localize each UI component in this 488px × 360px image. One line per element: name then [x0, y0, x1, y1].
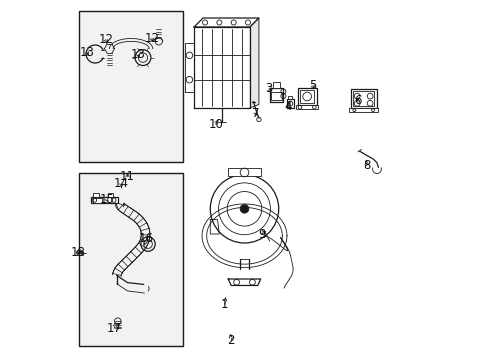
Polygon shape — [210, 220, 219, 234]
Bar — [228, 168, 260, 176]
Bar — [286, 99, 293, 108]
Text: 2: 2 — [226, 334, 234, 347]
Text: 6: 6 — [353, 94, 361, 107]
Text: 10: 10 — [208, 118, 223, 131]
Text: 4: 4 — [284, 100, 291, 113]
Bar — [93, 198, 102, 203]
Bar — [107, 193, 113, 197]
Text: 8: 8 — [363, 159, 370, 172]
Bar — [350, 89, 376, 108]
Text: 18: 18 — [71, 246, 85, 258]
Bar — [287, 96, 292, 99]
Text: 1: 1 — [221, 298, 228, 311]
Bar — [79, 173, 183, 346]
Circle shape — [240, 204, 248, 213]
Polygon shape — [185, 43, 194, 92]
Bar — [297, 88, 316, 105]
Polygon shape — [249, 18, 258, 108]
Text: 11: 11 — [120, 170, 135, 183]
Text: 13: 13 — [131, 48, 145, 61]
Bar — [79, 11, 183, 162]
Polygon shape — [228, 279, 260, 285]
Text: 7: 7 — [252, 107, 259, 120]
Bar — [296, 105, 317, 109]
Text: 15: 15 — [100, 193, 114, 206]
Text: 12: 12 — [98, 33, 113, 46]
Text: 13: 13 — [79, 46, 94, 59]
Bar — [272, 82, 280, 88]
Bar — [93, 193, 99, 197]
Text: 5: 5 — [308, 79, 316, 92]
Text: 12: 12 — [144, 32, 159, 45]
Bar — [299, 90, 314, 103]
Bar — [269, 88, 283, 102]
Bar — [352, 91, 374, 106]
Polygon shape — [194, 27, 249, 108]
Bar — [271, 92, 281, 100]
Text: 16: 16 — [139, 232, 154, 245]
Text: 9: 9 — [258, 228, 265, 240]
Bar — [348, 108, 378, 112]
Text: 17: 17 — [106, 322, 122, 335]
Text: 3: 3 — [265, 82, 272, 95]
Bar — [91, 197, 118, 203]
Text: 14: 14 — [114, 177, 129, 190]
Polygon shape — [194, 18, 258, 27]
